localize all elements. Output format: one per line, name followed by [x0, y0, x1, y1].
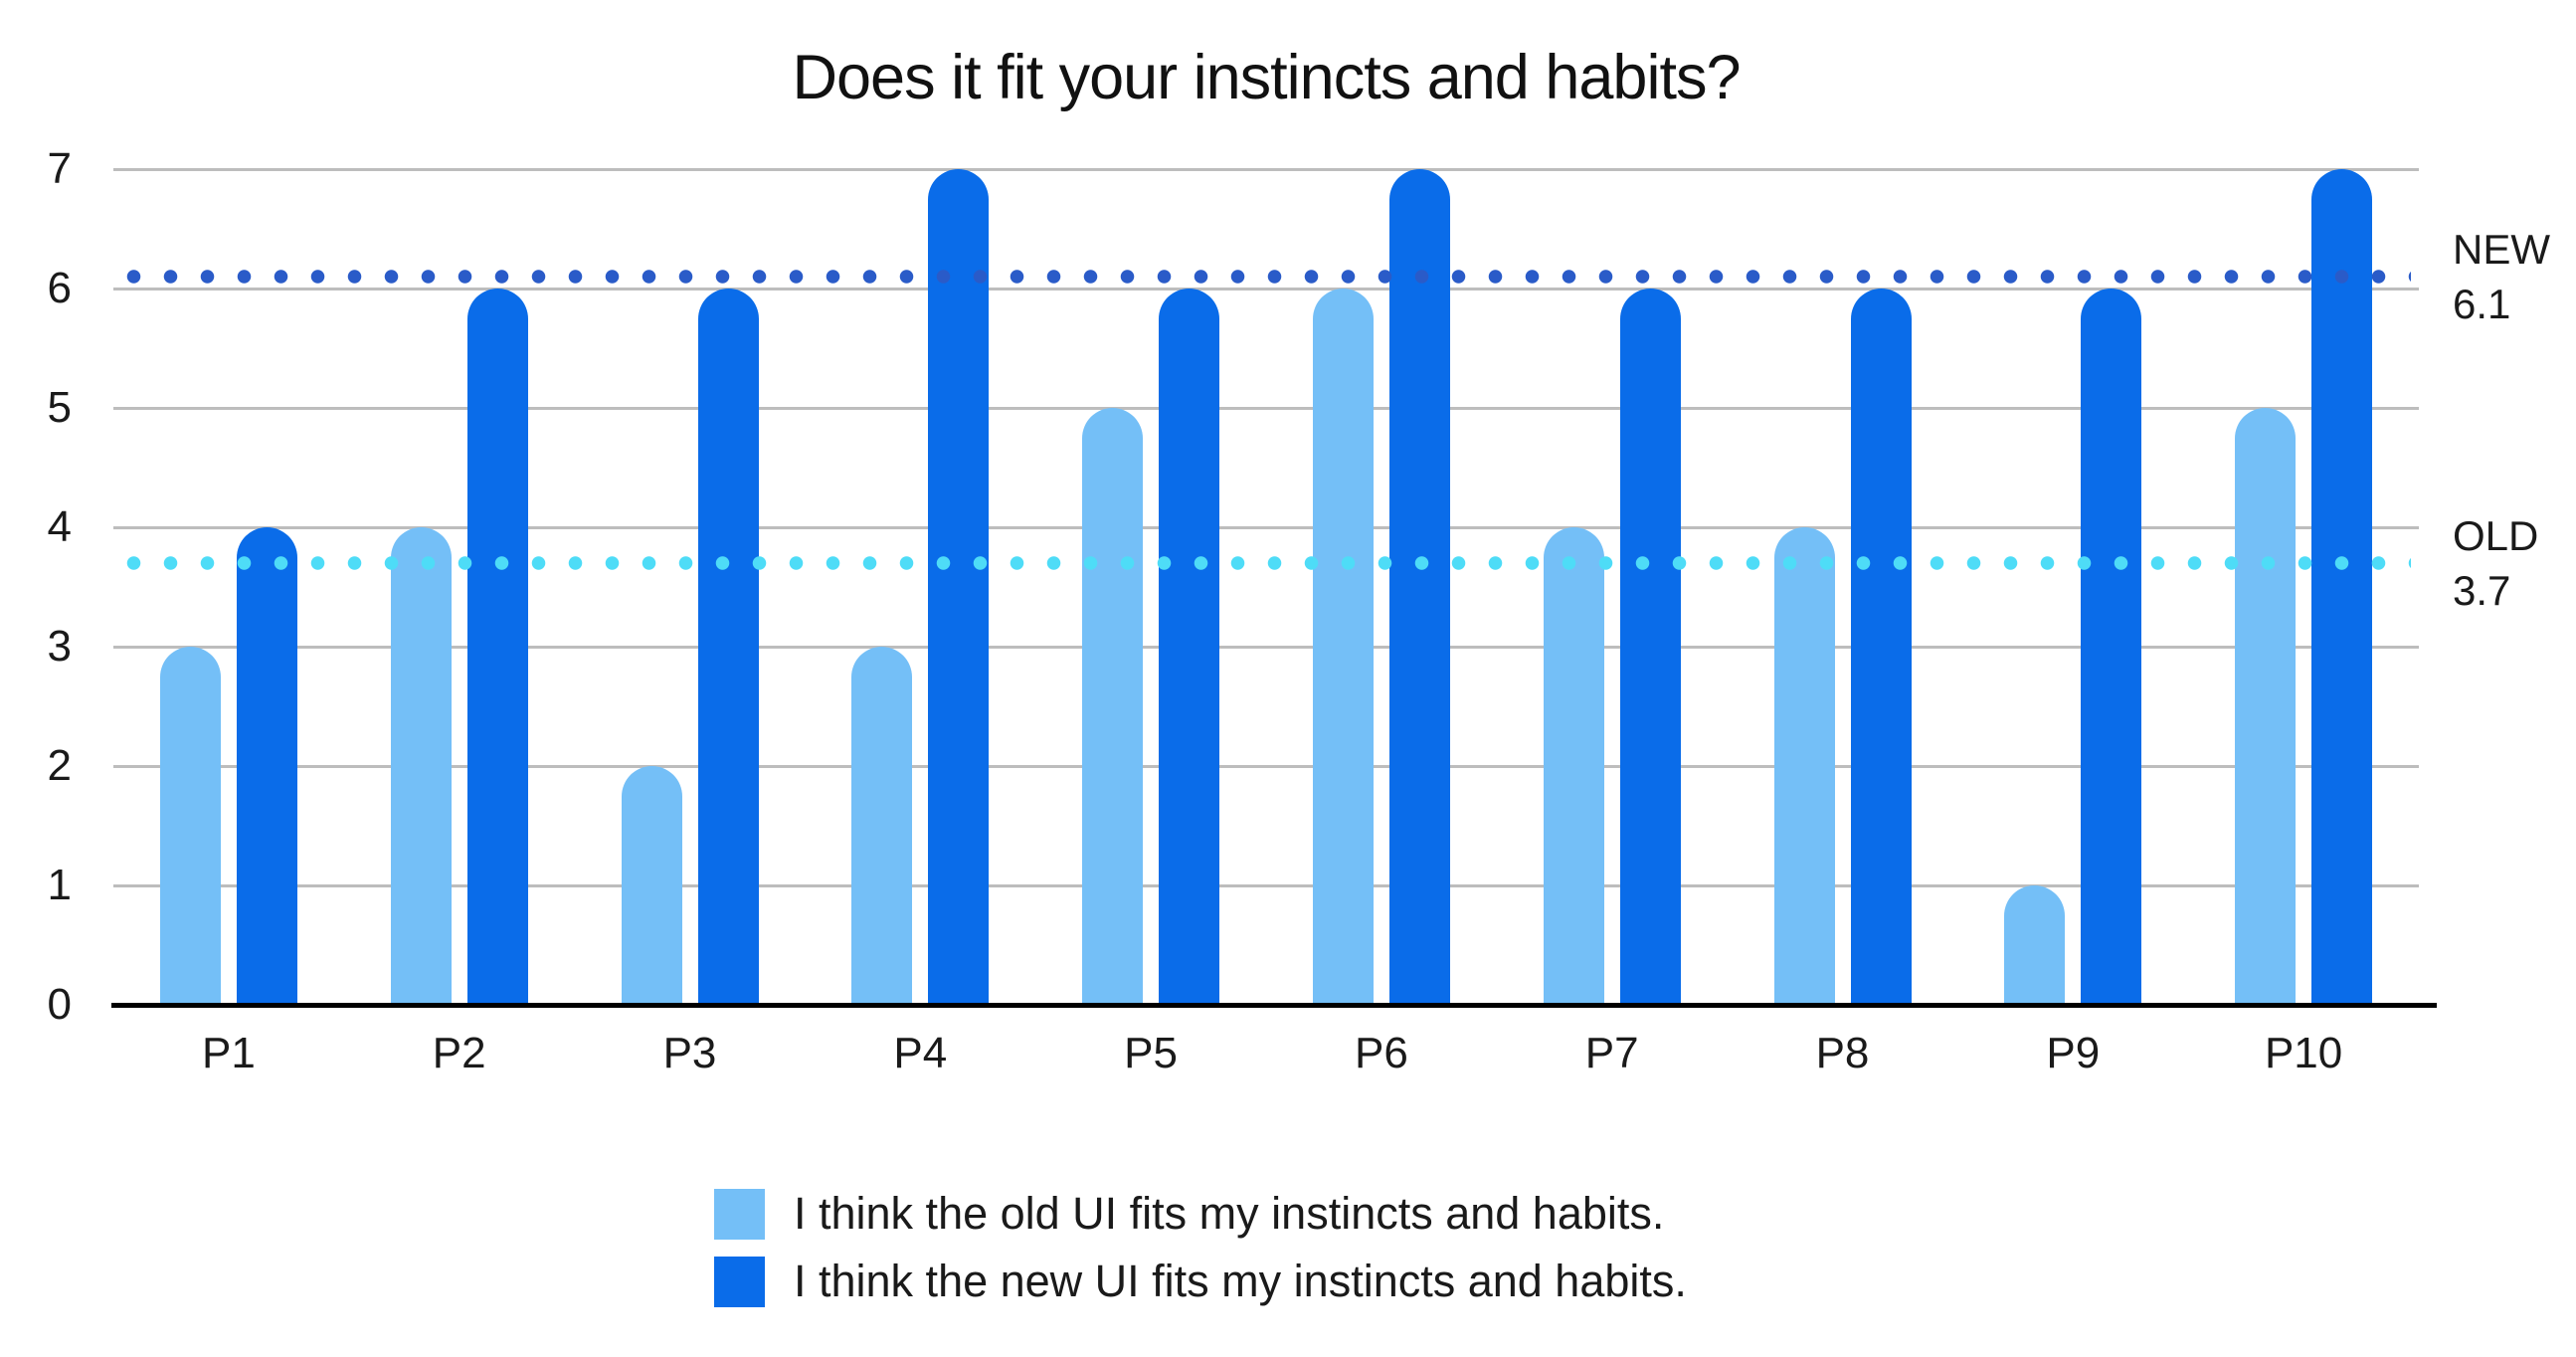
bar-p5-old-ui	[1082, 408, 1144, 1005]
ref-line-label-new-value: 6.1	[2453, 281, 2511, 327]
x-axis-tick-p9: P9	[2046, 1029, 2101, 1077]
bar-p6-old-ui	[1312, 289, 1374, 1005]
ref-line-old	[115, 556, 2411, 570]
legend-swatch-new-ui	[714, 1256, 765, 1307]
y-axis-tick-6: 6	[47, 264, 72, 312]
chart-title: Does it fit your instincts and habits?	[792, 43, 1742, 112]
ref-line-label-new: NEW 6.1	[2453, 222, 2550, 331]
y-axis-tick-3: 3	[47, 622, 72, 671]
y-axis-tick-4: 4	[47, 502, 72, 551]
bar-p3-old-ui	[621, 766, 682, 1005]
legend: I think the old UI fits my instincts and…	[714, 1188, 1687, 1307]
x-axis-tick-p1: P1	[201, 1029, 256, 1077]
bar-p10-old-ui	[2235, 408, 2297, 1005]
x-axis-tick-p7: P7	[1584, 1029, 1639, 1077]
ref-line-new	[115, 270, 2411, 284]
bar-p4-new-ui	[928, 169, 990, 1005]
bar-p9-new-ui	[2081, 289, 2142, 1005]
x-axis-tick-p4: P4	[893, 1029, 948, 1077]
x-axis-tick-p8: P8	[1815, 1029, 1870, 1077]
bar-p2-old-ui	[390, 527, 452, 1005]
y-axis-tick-7: 7	[47, 144, 72, 193]
x-axis-tick-p3: P3	[662, 1029, 717, 1077]
bar-p8-new-ui	[1850, 289, 1912, 1005]
gridline-y1	[113, 883, 2419, 887]
y-axis-tick-5: 5	[47, 383, 72, 432]
gridline-y5	[113, 406, 2419, 410]
gridline-y3	[113, 645, 2419, 649]
ref-line-label-old: OLD 3.7	[2453, 508, 2538, 618]
bar-p1-old-ui	[159, 647, 221, 1005]
y-axis-tick-2: 2	[47, 741, 72, 790]
bar-p10-new-ui	[2311, 169, 2373, 1005]
gridline-y6	[113, 287, 2419, 291]
ref-line-label-old-value: 3.7	[2453, 567, 2511, 614]
bar-p5-new-ui	[1159, 289, 1220, 1005]
x-axis-tick-p5: P5	[1124, 1029, 1178, 1077]
bar-p3-new-ui	[697, 289, 759, 1005]
gridline-y7	[113, 167, 2419, 171]
x-axis-line	[111, 1003, 2437, 1008]
gridline-y4	[113, 525, 2419, 529]
ref-line-label-new-name: NEW	[2453, 226, 2550, 273]
bar-p7-new-ui	[1619, 289, 1681, 1005]
x-axis-tick-p2: P2	[432, 1029, 486, 1077]
bar-p6-new-ui	[1388, 169, 1450, 1005]
legend-label-new-ui: I think the new UI fits my instincts and…	[794, 1256, 1687, 1306]
legend-item-old-ui: I think the old UI fits my instincts and…	[714, 1188, 1687, 1240]
bar-p7-old-ui	[1543, 527, 1604, 1005]
y-axis-tick-1: 1	[47, 861, 72, 909]
x-axis-tick-p10: P10	[2264, 1029, 2343, 1077]
y-axis-tick-0: 0	[47, 980, 72, 1029]
x-axis-tick-p6: P6	[1354, 1029, 1408, 1077]
bar-p8-old-ui	[1773, 527, 1835, 1005]
bar-p4-old-ui	[851, 647, 913, 1005]
gridline-y2	[113, 764, 2419, 768]
bar-p9-old-ui	[2004, 885, 2066, 1005]
bar-p1-new-ui	[236, 527, 297, 1005]
bar-p2-new-ui	[466, 289, 528, 1005]
legend-swatch-old-ui	[714, 1188, 765, 1240]
legend-item-new-ui: I think the new UI fits my instincts and…	[714, 1256, 1687, 1307]
ref-line-label-old-name: OLD	[2453, 512, 2539, 559]
legend-label-old-ui: I think the old UI fits my instincts and…	[794, 1188, 1665, 1239]
